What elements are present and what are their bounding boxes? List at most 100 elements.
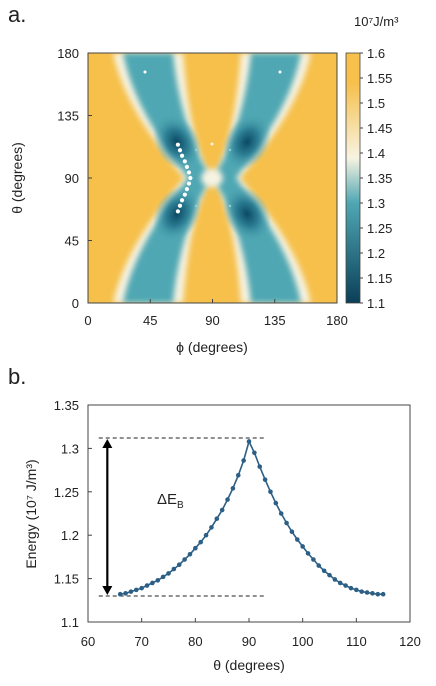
path-point (188, 175, 193, 181)
energy-point (117, 591, 123, 597)
colorbar-unit-label: 10⁷J/m³ (354, 14, 399, 29)
panel-a-label: a. (8, 2, 26, 27)
energy-point (370, 591, 375, 596)
heatmap-y-tick-label: 45 (65, 234, 79, 249)
energy-point (246, 439, 252, 444)
energy-point (166, 571, 171, 576)
path-point (177, 148, 183, 153)
colorbar-tick-label: 1.2 (367, 246, 385, 261)
energy-point (311, 557, 316, 562)
energy-point (284, 520, 289, 526)
energy-point (337, 580, 343, 586)
heatmap-y-title: θ (degrees) (9, 142, 25, 214)
barrier-arrow-head-up (102, 438, 113, 448)
energy-point (316, 563, 322, 568)
colorbar-tick-label: 1.45 (367, 121, 392, 136)
energy-point (150, 580, 155, 586)
heatmap-x-tick-label: 0 (84, 313, 91, 328)
energy-point (225, 497, 230, 502)
line-x-tick-label: 60 (81, 634, 95, 649)
line-x-tick-label: 80 (188, 634, 202, 649)
energy-point (214, 516, 220, 522)
energy-point (262, 477, 268, 482)
line-plot-y-title: Energy (10⁷ J/m³) (23, 459, 39, 568)
energy-point (348, 585, 354, 591)
colorbar-tick-label: 1.6 (367, 46, 385, 61)
barrier-arrow-head-down (102, 585, 113, 595)
energy-point (364, 590, 370, 595)
line-y-tick-label: 1.3 (61, 441, 79, 456)
line-plot-x-title: θ (degrees) (213, 657, 285, 673)
energy-point (295, 537, 300, 542)
energy-point (300, 544, 305, 549)
heatmap (88, 53, 337, 303)
panel-b-label: b. (8, 364, 26, 389)
energy-point (268, 489, 273, 495)
energy-point (209, 525, 214, 530)
energy-point (235, 473, 241, 478)
path-point (186, 170, 192, 175)
line-y-tick-label: 1.2 (61, 528, 79, 543)
heatmap-y-tick-label: 90 (65, 171, 79, 186)
energy-point (134, 587, 139, 593)
colorbar-tick-label: 1.55 (367, 71, 392, 86)
energy-point (144, 583, 150, 588)
colorbar-tick-label: 1.5 (367, 96, 385, 111)
colorbar-tick-label: 1.4 (367, 146, 385, 161)
barrier-guides (98, 437, 266, 597)
line-plot-axes: 60 70 80 90 100 110 120 1.1 1.15 1.2 1.25 1.3 1.35 (54, 398, 421, 649)
path-point (186, 181, 192, 186)
energy-point (171, 566, 177, 572)
energy-point (252, 450, 257, 456)
energy-point (332, 577, 338, 582)
line-x-tick-label: 110 (346, 634, 367, 649)
colorbar (345, 52, 361, 304)
barrier-annotation-sub: B (177, 500, 184, 511)
heatmap-x-tick-label: 90 (205, 313, 219, 328)
energy-point (380, 591, 386, 597)
energy-point (160, 574, 166, 580)
colorbar-tick-label: 1.25 (367, 221, 392, 236)
barrier-annotation: ΔEB (157, 491, 184, 511)
energy-point (123, 591, 128, 596)
barrier-annotation-main: ΔE (157, 491, 177, 508)
energy-point (305, 551, 311, 556)
energy-point (278, 511, 284, 516)
minimum-energy-path (175, 142, 193, 214)
energy-point (155, 578, 161, 583)
path-point (179, 153, 185, 158)
energy-point (203, 532, 209, 538)
energy-point (289, 529, 295, 535)
heatmap-axes: 0 45 90 135 180 0 45 90 135 180 (57, 46, 348, 328)
line-y-tick-label: 1.35 (54, 398, 79, 413)
energy-point (354, 587, 359, 593)
energy-point (193, 545, 198, 551)
energy-point (187, 551, 193, 557)
energy-point (139, 585, 144, 591)
line-x-tick-label: 100 (292, 634, 314, 649)
line-x-tick-label: 70 (134, 634, 148, 649)
heatmap-x-tick-label: 45 (143, 313, 157, 328)
heatmap-x-tick-label: 180 (326, 313, 348, 328)
energy-point (230, 486, 236, 491)
energy-point (182, 557, 187, 562)
energy-point (375, 591, 381, 597)
line-x-tick-label: 120 (399, 634, 421, 649)
path-point (175, 209, 181, 214)
energy-point (257, 464, 263, 469)
energy-point (198, 539, 203, 545)
energy-point (359, 589, 365, 594)
colorbar-tick-label: 1.3 (367, 196, 385, 211)
colorbar-ticks: 1.6 1.55 1.5 1.45 1.4 1.35 1.3 1.25 1.2 1.15 1.1 (360, 46, 392, 311)
energy-point (273, 500, 279, 506)
line-y-tick-label: 1.1 (61, 615, 79, 630)
energy-point (176, 562, 182, 568)
energy-point (128, 589, 134, 594)
heatmap-y-tick-label: 180 (57, 46, 79, 61)
path-point (182, 159, 187, 164)
line-y-tick-label: 1.25 (54, 485, 79, 500)
energy-line (120, 439, 384, 596)
path-point (182, 192, 187, 197)
energy-point (327, 572, 332, 578)
